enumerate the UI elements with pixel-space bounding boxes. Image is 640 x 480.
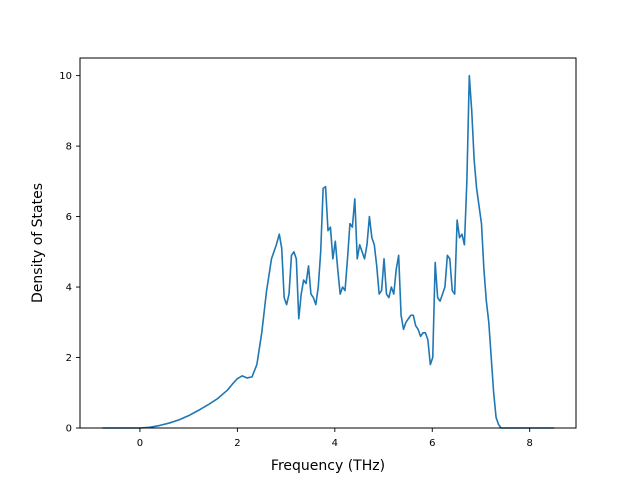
axes-frame xyxy=(79,57,577,429)
x-axis-label: Frequency (THz) xyxy=(271,458,385,474)
x-tick-label: 6 xyxy=(429,438,435,449)
y-tick-label: 0 xyxy=(66,424,72,435)
y-tick-label: 8 xyxy=(66,142,72,153)
y-tick-label: 2 xyxy=(66,353,72,364)
y-axis: 0 2 4 6 8 10 xyxy=(59,71,80,435)
y-tick-label: 4 xyxy=(66,283,72,294)
x-tick-label: 8 xyxy=(527,438,533,449)
y-tick-label: 10 xyxy=(59,71,72,82)
x-tick-label: 0 xyxy=(137,438,143,449)
series-line-0 xyxy=(102,74,555,429)
y-tick-label: 6 xyxy=(66,212,72,223)
plot-area xyxy=(102,74,555,429)
x-axis: 0 2 4 6 8 xyxy=(137,428,533,449)
y-axis-label: Density of States xyxy=(30,183,46,303)
x-tick-label: 2 xyxy=(234,438,240,449)
x-tick-label: 4 xyxy=(332,438,338,449)
